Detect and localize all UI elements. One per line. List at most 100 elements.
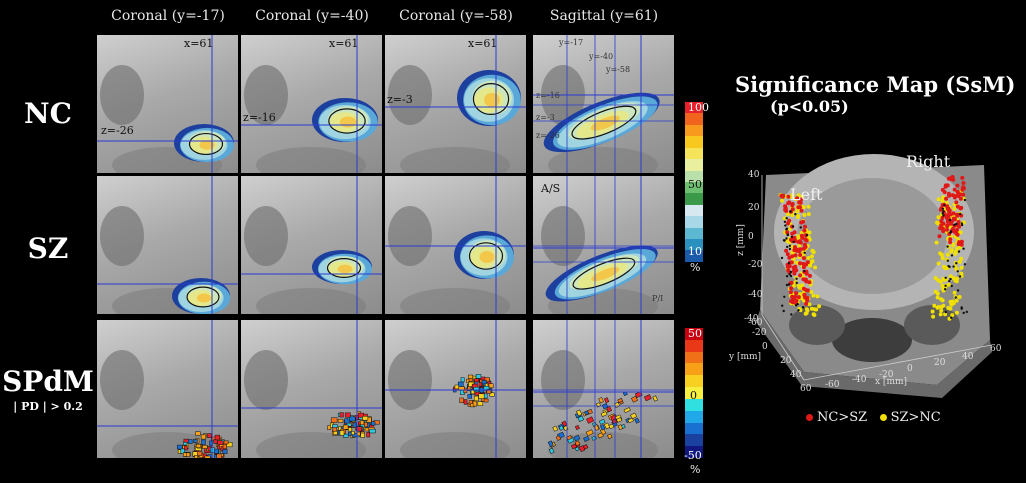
ssm-point-sz-right	[938, 312, 943, 317]
ssm-point-overlap	[944, 288, 947, 291]
difference-voxel	[555, 435, 562, 441]
ssm-point-overlap	[783, 295, 786, 298]
ssm-point-sz-left	[807, 230, 812, 235]
colorbar-segment	[685, 193, 703, 205]
colorbar-top-label-10: 10	[688, 245, 702, 258]
difference-voxel	[474, 378, 480, 383]
difference-voxel	[349, 416, 356, 422]
ssm-x-tick: -40	[852, 375, 867, 385]
cluster-contour	[468, 242, 504, 270]
colorbar-bottom-label-neg50: -50	[684, 449, 702, 462]
ssm-point-overlap	[784, 224, 787, 227]
legend-dot-nc	[806, 414, 813, 421]
annotation-sag-y-17: y=-17	[559, 38, 584, 47]
difference-voxel	[548, 447, 555, 454]
ssm-point-overlap	[785, 283, 789, 287]
ssm-point-nc-left	[799, 208, 804, 213]
ssm-point-sz-left	[785, 212, 790, 217]
ssm-point-overlap	[797, 309, 800, 312]
ssm-point-overlap	[950, 284, 953, 288]
ssm-point-sz-left	[813, 265, 818, 270]
ssm-point-sz-left	[795, 209, 800, 214]
slice-overlay	[97, 176, 238, 314]
ssm-point-sz-left	[817, 304, 822, 309]
ssm-point-nc-right	[938, 226, 943, 231]
panel-r3-c2	[241, 320, 382, 458]
ssm-point-sz-right	[939, 297, 944, 302]
ssm-point-overlap	[954, 296, 957, 299]
ssm-point-nc-left	[799, 233, 804, 238]
difference-voxel	[598, 397, 604, 404]
ssm-point-nc-right	[948, 212, 953, 217]
activation-layer	[339, 116, 357, 128]
difference-voxel	[350, 431, 355, 435]
ssm-point-nc-left	[790, 294, 795, 299]
difference-voxel	[481, 380, 487, 385]
difference-voxel	[366, 432, 371, 438]
ssm-point-sz-right	[938, 251, 943, 256]
ssm-point-overlap	[785, 275, 789, 278]
difference-voxel	[599, 424, 606, 431]
ssm-point-overlap	[963, 198, 967, 202]
difference-voxel	[355, 426, 362, 432]
ssm-point-sz-right	[959, 265, 964, 270]
panel-r1-c1: x=61 z=-26	[97, 35, 238, 173]
difference-voxel	[180, 448, 185, 454]
ssm-z-tick: 20	[748, 203, 760, 213]
difference-voxel	[478, 382, 483, 387]
difference-voxel	[195, 431, 201, 436]
ssm-point-overlap	[789, 274, 793, 278]
difference-voxel	[459, 397, 464, 404]
ssm-point-overlap	[786, 245, 789, 249]
ssm-point-sz-left	[800, 283, 805, 288]
ssm-point-nc-left	[808, 273, 812, 278]
slice-overlay	[385, 35, 526, 173]
difference-voxel	[369, 428, 376, 434]
ssm-point-sz-right	[936, 261, 941, 266]
ssm-point-sz-right	[940, 198, 945, 203]
difference-voxel	[467, 394, 473, 399]
colorbar-percentage	[685, 102, 703, 262]
ssm-point-nc-right	[943, 184, 948, 189]
ssm-point-sz-right	[948, 299, 953, 304]
colorbar-top-unit: %	[690, 261, 701, 274]
ssm-point-sz-right	[954, 310, 959, 315]
ssm-point-nc-left	[803, 224, 807, 229]
row-label-nc: NC	[24, 97, 72, 130]
anatomy-shadow	[100, 350, 144, 410]
annotation-z-16: z=-16	[243, 111, 276, 124]
anatomy-shadow	[388, 65, 432, 125]
difference-voxel	[348, 427, 352, 432]
ssm-point-overlap	[943, 204, 946, 207]
annotation-sag-z-26: z=-26	[536, 131, 560, 140]
panel-r1-c2: x=61 z=-16	[241, 35, 382, 173]
difference-voxel	[631, 395, 638, 403]
ssm-point-nc-right	[939, 223, 944, 228]
ssm-left-label: Left	[790, 185, 823, 204]
ssm-point-overlap	[952, 265, 955, 268]
annotation-posterior-inferior: P/I	[652, 294, 664, 303]
colorbar-segment	[685, 387, 703, 399]
ssm-point-overlap	[787, 283, 791, 286]
ssm-point-overlap	[788, 273, 791, 276]
ssm-point-nc-right	[945, 219, 950, 224]
ssm-point-sz-right	[954, 298, 959, 303]
ssm-point-sz-left	[815, 294, 820, 299]
difference-voxel	[630, 412, 637, 420]
ssm-point-sz-left	[807, 302, 812, 307]
ssm-point-nc-right	[948, 240, 953, 245]
difference-voxel	[547, 440, 554, 448]
difference-voxel	[337, 418, 344, 423]
colorbar-segment	[685, 124, 703, 137]
ssm-point-nc-left	[793, 253, 798, 258]
ssm-right-label: Right	[906, 152, 951, 171]
ssm-x-axis	[803, 344, 993, 381]
ssm-point-sz-right	[936, 215, 941, 220]
ssm-point-nc-right	[955, 183, 960, 188]
ssm-point-overlap	[792, 240, 795, 244]
ssm-point-overlap	[957, 250, 961, 253]
anatomy-shadow	[244, 65, 288, 125]
difference-voxel	[187, 439, 193, 444]
difference-voxel	[573, 434, 581, 442]
difference-voxel	[330, 417, 338, 423]
